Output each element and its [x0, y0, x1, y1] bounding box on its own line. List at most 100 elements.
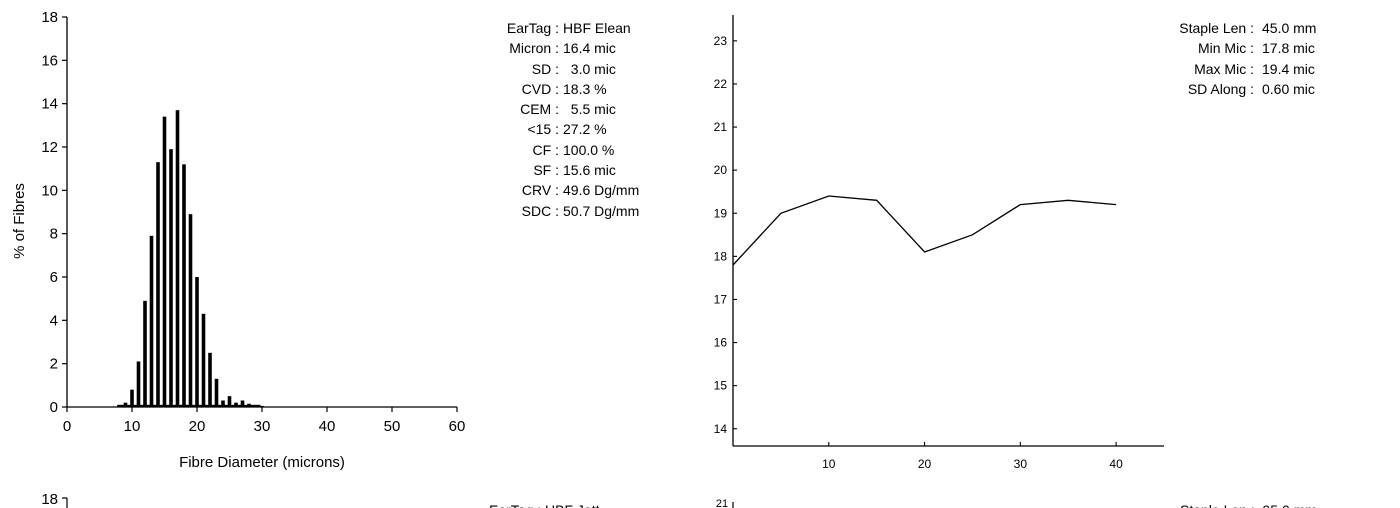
histogram-bar — [139, 404, 144, 407]
histogram-bar — [188, 214, 193, 407]
histogram-bar — [191, 404, 196, 407]
histogram-bar — [221, 400, 225, 407]
histogram-bar — [260, 405, 264, 407]
histogram-y-tick-label: 4 — [50, 312, 58, 329]
profile-stat-value: 0.60 mic — [1262, 80, 1315, 97]
profile-stat-value: 19.4 mic — [1262, 60, 1315, 77]
profile-y-tick-label: 17 — [714, 292, 728, 306]
profile-y-tick-label: 21 — [714, 120, 728, 134]
histogram-bar — [237, 404, 242, 407]
histogram-y-tick-label: 16 — [41, 52, 58, 69]
histogram-bar — [195, 277, 199, 407]
panel2-staple-len-fragment: Staple Len : 95.0 mm — [1180, 500, 1317, 508]
fibre-stat-label: EarTag — [484, 18, 559, 38]
histogram-bar — [156, 162, 160, 407]
histogram-bar — [240, 400, 245, 407]
panel2-eartag-fragment: EarTag : HBF Jett — [489, 500, 599, 508]
histogram-bar — [178, 404, 183, 407]
histogram-bar — [117, 404, 121, 407]
fibre-stat-value: 5.5 mic — [563, 101, 616, 118]
fibre-stat-row: SF15.6 mic — [484, 160, 673, 180]
histogram-bar — [120, 404, 125, 407]
histogram-y-tick-label: 14 — [41, 96, 58, 113]
histogram-bar — [250, 404, 255, 407]
fibre-stat-row: CVD18.3 % — [484, 79, 673, 99]
second-sample-panel-partial: 18 21 — [41, 491, 734, 508]
histogram-y-tick-label: 0 — [50, 399, 58, 416]
histogram-bar — [224, 404, 229, 407]
profile-stat-value: 45.0 mm — [1262, 20, 1317, 36]
profile-stat-label: SD Along — [1142, 79, 1254, 99]
histogram-bar — [227, 396, 232, 407]
histogram-bar — [208, 352, 212, 407]
histogram-y-tick-label: 8 — [50, 226, 58, 243]
fibre-stat-value: 16.4 mic — [563, 40, 616, 57]
panel2-y-tick-top: 18 — [41, 491, 58, 508]
profile-y-tick-label: 23 — [714, 34, 728, 48]
profile-stat-row: Staple Len 45.0 mm — [1142, 18, 1338, 38]
profile-stat-label: Staple Len — [1142, 18, 1254, 38]
histogram-bar — [204, 404, 209, 407]
profile-x-tick-label: 40 — [1109, 457, 1123, 471]
profile-y-tick-label: 22 — [714, 77, 728, 91]
profile-y-tick-label: 14 — [714, 422, 728, 436]
fibre-stat-value: HBF Elean — [563, 20, 631, 36]
fibre-stat-label: Micron — [484, 38, 559, 58]
histogram-y-tick-label: 18 — [41, 9, 58, 26]
fibre-stat-value: 3.0 mic — [563, 60, 616, 77]
histogram-bar — [159, 404, 164, 407]
histogram-axes: 0 2 4 6 8 10 12 14 16 18 0 10 20 30 40 50 60 — [41, 9, 465, 435]
histogram-bar — [253, 404, 258, 407]
profile-stats-block: Staple Len 45.0 mm Min Mic 17.8 mic Max Mic 1… — [1142, 18, 1338, 99]
profile-y-tick-label: 19 — [714, 206, 728, 220]
fibre-stat-value: 18.3 % — [563, 80, 607, 97]
fibre-stat-row: EarTagHBF Elean — [484, 18, 673, 38]
fibre-stat-value: 27.2 % — [563, 121, 607, 138]
fibre-stat-row: CEM 5.5 mic — [484, 99, 673, 119]
profile-stat-row: Max Mic 19.4 mic — [1142, 59, 1338, 79]
histogram-bar — [217, 404, 222, 407]
histogram-bar — [123, 402, 128, 407]
fibre-stat-label: CVD — [484, 79, 559, 99]
panel2-profile-y-tick-top: 21 — [716, 498, 728, 508]
histogram-x-tick-label: 20 — [189, 418, 206, 435]
histogram-y-axis-label: % of Fibres — [11, 183, 28, 259]
profile-stat-label: Min Mic — [1142, 38, 1254, 58]
histogram-bar — [234, 402, 238, 407]
fibre-stat-value: 49.6 Dg/mm — [563, 182, 640, 199]
profile-axes: 14 15 16 17 18 19 20 21 22 23 10 20 30 40 — [714, 15, 1164, 471]
fibre-stat-value: 50.7 Dg/mm — [563, 202, 640, 219]
histogram-bar — [175, 110, 180, 408]
histogram-bar — [214, 378, 219, 407]
histogram-y-tick-label: 12 — [41, 139, 58, 156]
histogram-bar — [243, 404, 248, 407]
histogram-bar — [211, 404, 216, 407]
fibre-stat-row: <1527.2 % — [484, 119, 673, 139]
profile-stat-label: Max Mic — [1142, 59, 1254, 79]
histogram-bar — [126, 404, 131, 407]
fibre-stat-row: CRV49.6 Dg/mm — [484, 180, 673, 200]
histogram-bar — [133, 404, 138, 407]
histogram-bar — [247, 403, 251, 407]
histogram-bar — [169, 149, 173, 407]
histogram-bar — [198, 404, 203, 407]
profile-y-tick-label: 15 — [714, 379, 728, 393]
histogram-bar — [162, 116, 167, 408]
profile-x-tick-label: 10 — [822, 457, 836, 471]
fibre-stat-label: SDC — [484, 201, 559, 221]
fibre-stat-label: CEM — [484, 99, 559, 119]
profile-x-tick-label: 30 — [1014, 457, 1028, 471]
fibre-stat-row: SD 3.0 mic — [484, 59, 673, 79]
micron-profile-chart: 14 15 16 17 18 19 20 21 22 23 10 20 30 40 — [714, 15, 1164, 471]
fibre-stat-row: Micron16.4 mic — [484, 38, 673, 58]
histogram-bars — [117, 110, 264, 408]
histogram-y-tick-label: 10 — [41, 182, 58, 199]
histogram-bar — [149, 235, 154, 407]
histogram-bar — [230, 404, 235, 407]
histogram-x-tick-label: 30 — [254, 418, 271, 435]
histogram-y-tick-label: 6 — [50, 269, 58, 286]
fibre-stat-label: <15 — [484, 119, 559, 139]
histogram-x-tick-label: 60 — [449, 418, 466, 435]
profile-line — [732, 195, 1117, 266]
